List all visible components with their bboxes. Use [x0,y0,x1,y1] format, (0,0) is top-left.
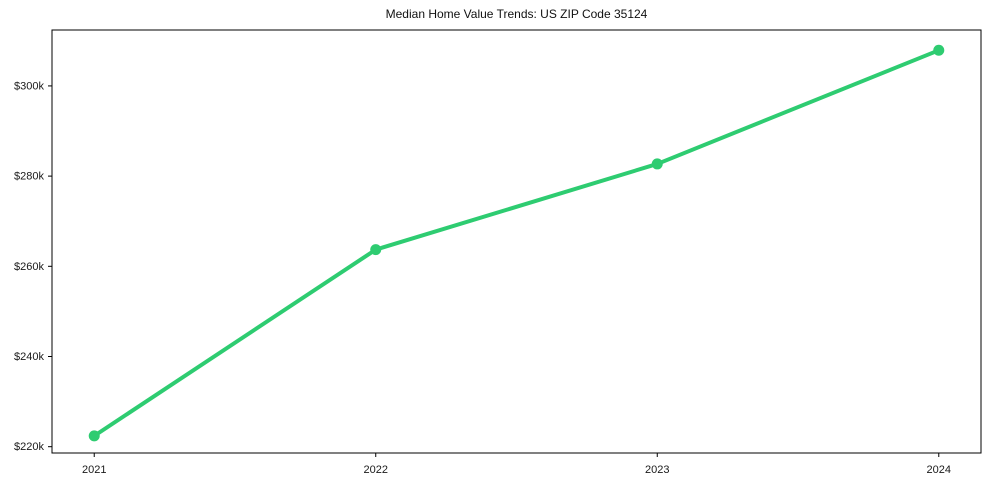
data-point-marker [651,158,663,170]
y-tick-label: $280k [14,171,44,183]
y-tick-label: $220k [14,441,44,453]
plot-border [51,29,982,454]
data-point-marker [88,430,100,442]
chart-title: Median Home Value Trends: US ZIP Code 35… [385,7,648,21]
x-tick-label: 2024 [927,464,951,476]
y-tick-label: $240k [14,351,44,363]
y-tick-label: $260k [14,261,44,273]
data-point-marker [370,244,382,256]
data-point-marker [933,44,945,56]
trend-line [92,48,941,438]
y-tick-label: $300k [14,80,44,92]
x-tick-label: 2021 [82,464,106,476]
x-tick-label: 2022 [364,464,388,476]
x-tick-label: 2023 [645,464,669,476]
